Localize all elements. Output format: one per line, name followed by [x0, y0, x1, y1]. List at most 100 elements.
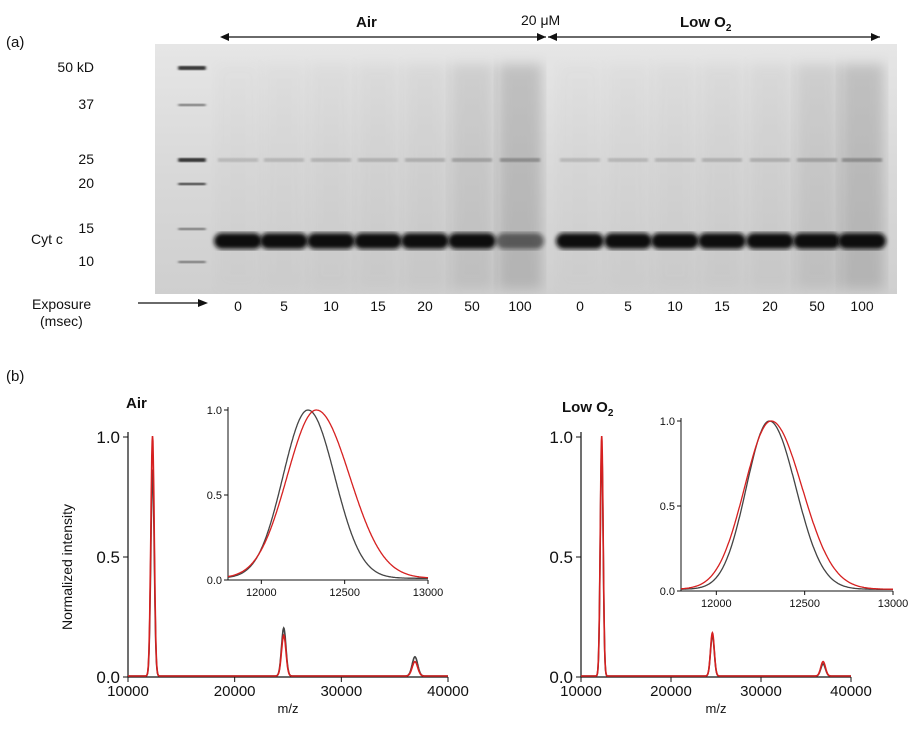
lane-label-air-6: 100	[508, 298, 532, 314]
lane-smear-low-0	[558, 64, 602, 289]
lane-cytc-band-low-0	[556, 233, 604, 249]
x-tick-label-1-1: 20000	[650, 683, 692, 700]
lane-label-low-1: 5	[624, 298, 632, 314]
lane-smear-air-3	[356, 64, 400, 289]
lane-smear-air-5	[450, 64, 494, 289]
inset-x-tick-label-0-0: 12000	[246, 587, 277, 599]
gel-figure: (a) Air 20 μM Low O2 50 kD 37 25 20 15 10 Cyt…	[0, 0, 919, 340]
lane-cytc-band-air-6	[496, 233, 544, 249]
lane-label-low-3: 15	[714, 298, 730, 314]
lane-dimer-band-low-4	[750, 158, 790, 162]
inset-x-tick-label-0-2: 13000	[413, 587, 444, 599]
lane-cytc-band-air-3	[354, 233, 402, 249]
x-tick-label-0-3: 40000	[427, 683, 469, 700]
marker-label-10: 10	[78, 253, 94, 269]
lane-dimer-band-air-5	[452, 158, 492, 162]
lane-cytc-band-low-6	[838, 233, 886, 249]
lane-label-air-0: 0	[234, 298, 242, 314]
ladder-band-25	[178, 158, 206, 162]
inset-y-tick-label-1-2: 1.0	[660, 416, 675, 428]
marker-label-37: 37	[78, 96, 94, 112]
x-tick-label-1-2: 30000	[740, 683, 782, 700]
spectrum-chart-1: 10000 20000 30000 40000 0.0 0.5 1.0 m/z Low O2	[549, 399, 872, 716]
marker-label-20: 20	[78, 175, 94, 191]
lane-cytc-band-low-5	[793, 233, 841, 249]
inset-y-tick-label-0-0: 0.0	[207, 575, 222, 587]
spectrum-chart-0: 10000 20000 30000 40000 0.0 0.5 1.0 m/z Normaliz…	[59, 395, 469, 716]
inset-x-tick-label-1-1: 12500	[789, 598, 820, 610]
lane-dimer-band-air-2	[311, 158, 351, 162]
lane-smear-low-4	[748, 64, 792, 289]
lane-dimer-band-air-4	[405, 158, 445, 162]
lane-label-low-4: 20	[762, 298, 778, 314]
lane-cytc-band-low-4	[746, 233, 794, 249]
lane-dimer-band-air-0	[218, 158, 258, 162]
lane-dimer-band-low-1	[608, 158, 648, 162]
condition-air-label: Air	[356, 14, 377, 31]
spectrum-series-0-1	[128, 435, 448, 677]
lane-dimer-band-air-6	[500, 158, 540, 162]
x-tick-label-0-1: 20000	[214, 683, 256, 700]
lane-cytc-band-air-2	[307, 233, 355, 249]
panel-b-label: (b)	[6, 368, 25, 385]
lane-smear-air-6	[498, 64, 542, 289]
lane-smear-low-1	[606, 64, 650, 289]
x-tick-label-1-0: 10000	[560, 683, 602, 700]
lane-smear-low-2	[653, 64, 697, 289]
inset-x-tick-label-0-1: 12500	[329, 587, 360, 599]
lane-cytc-band-low-2	[651, 233, 699, 249]
concentration-label: 20 μM	[521, 12, 561, 28]
lane-cytc-band-low-3	[698, 233, 746, 249]
lane-label-air-5: 50	[464, 298, 480, 314]
y-tick-label-1-2: 1.0	[549, 428, 573, 447]
lane-cytc-band-low-1	[604, 233, 652, 249]
cyt-c-label: Cyt c	[31, 231, 63, 247]
x-axis-label-0: m/z	[278, 701, 299, 716]
lane-label-low-5: 50	[809, 298, 825, 314]
exposure-arrow	[138, 299, 208, 307]
inset-y-tick-label-1-1: 0.5	[660, 501, 675, 513]
lane-smear-air-0	[216, 64, 260, 289]
lane-label-low-2: 10	[667, 298, 683, 314]
lane-label-air-3: 15	[370, 298, 386, 314]
inset-chart-1: 12000 12500 13000 0.0 0.5 1.0	[660, 416, 909, 610]
ladder-band-10	[178, 260, 206, 264]
lane-smear-low-5	[795, 64, 839, 289]
lane-dimer-band-low-5	[797, 158, 837, 162]
inset-y-tick-label-1-0: 0.0	[660, 586, 675, 598]
lane-dimer-band-low-6	[842, 158, 882, 162]
ladder-band-15	[178, 227, 206, 231]
inset-x-tick-label-1-2: 13000	[878, 598, 909, 610]
lane-smear-air-2	[309, 64, 353, 289]
inset-series-0-1	[227, 409, 429, 579]
lane-smear-low-3	[700, 64, 744, 289]
x-axis-label-1: m/z	[706, 701, 727, 716]
lane-cytc-band-air-0	[214, 233, 262, 249]
x-tick-label-0-0: 10000	[107, 683, 149, 700]
lane-dimer-band-low-3	[702, 158, 742, 162]
inset-series-1-1	[680, 420, 893, 590]
exposure-unit-label: (msec)	[40, 313, 83, 329]
lane-label-air-1: 5	[280, 298, 288, 314]
exposure-label: Exposure	[32, 296, 92, 312]
inset-series-1-0	[681, 420, 893, 590]
lane-label-air-4: 20	[417, 298, 433, 314]
x-tick-label-1-3: 40000	[830, 683, 872, 700]
y-tick-label-0-0: 0.0	[96, 668, 120, 687]
chart-title-1: Low O2	[562, 399, 614, 419]
ladder-band-20	[178, 182, 206, 186]
lane-label-air-2: 10	[323, 298, 339, 314]
condition-low-o2-label: Low O2	[680, 14, 732, 34]
lane-smear-air-1	[262, 64, 306, 289]
x-tick-label-0-2: 30000	[320, 683, 362, 700]
ladder-band-50	[178, 66, 206, 70]
mass-spectra-charts: 10000 20000 30000 40000 0.0 0.5 1.0 m/z Normaliz…	[59, 395, 909, 716]
lane-label-low-6: 100	[850, 298, 874, 314]
ladder-band-37	[178, 103, 206, 107]
y-tick-label-0-2: 1.0	[96, 428, 120, 447]
lane-dimer-band-low-0	[560, 158, 600, 162]
spectra-figure: (b) 10000 20000 30000 40000 0.0 0.5 1.0 m/z Norm…	[0, 340, 919, 725]
lane-cytc-band-air-1	[260, 233, 308, 249]
lane-cytc-band-air-4	[401, 233, 449, 249]
marker-label-50: 50 kD	[57, 59, 94, 75]
